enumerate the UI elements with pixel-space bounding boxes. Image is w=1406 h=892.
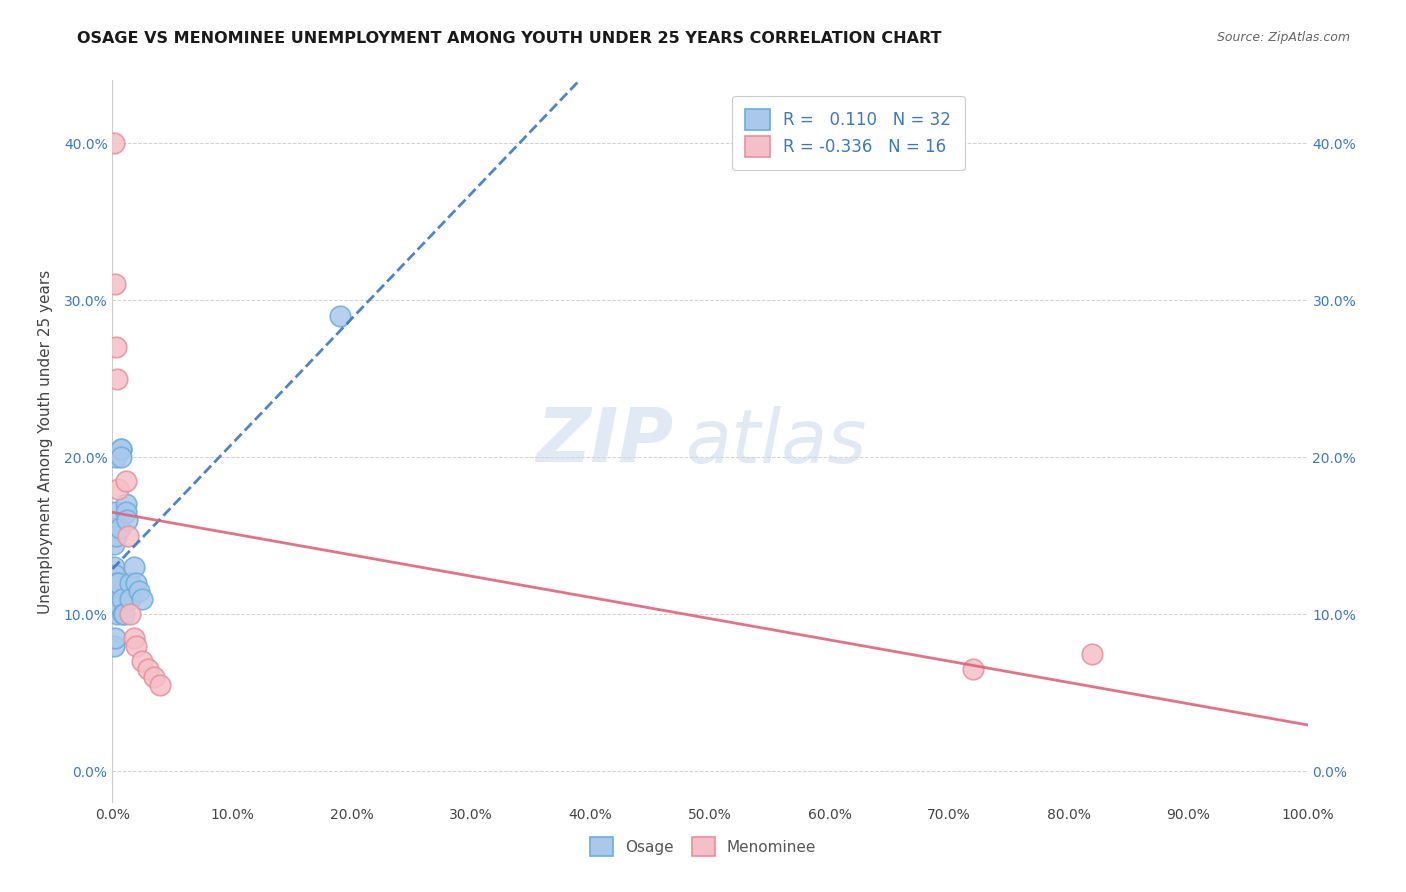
Point [117,529,139,543]
Point [107,575,129,590]
Point [111,591,134,606]
Point [131,655,153,669]
Point [138,662,160,676]
Point [120,591,142,606]
Point [105,529,128,543]
Point [122,631,145,645]
Point [114,505,136,519]
Point [105,591,128,606]
Point [104,583,127,598]
Point [104,568,127,582]
Legend: Osage, Menominee: Osage, Menominee [583,831,823,862]
Text: OSAGE VS MENOMINEE UNEMPLOYMENT AMONG YOUTH UNDER 25 YEARS CORRELATION CHART: OSAGE VS MENOMINEE UNEMPLOYMENT AMONG YO… [77,31,942,46]
Point [329,309,352,323]
Point [103,521,125,535]
Point [112,607,135,622]
Point [103,639,125,653]
Point [122,560,145,574]
Point [108,521,131,535]
Point [104,631,127,645]
Point [108,599,131,614]
Point [114,497,136,511]
Point [110,442,132,457]
Point [120,575,142,590]
Point [128,583,150,598]
Point [114,607,135,622]
Text: atlas: atlas [686,406,868,477]
Point [1081,647,1104,661]
Point [104,505,127,519]
Point [131,591,153,606]
Point [107,482,129,496]
Point [125,639,148,653]
Point [103,560,125,574]
Point [110,450,132,465]
Point [105,372,128,386]
Point [105,575,128,590]
Point [103,536,125,550]
Point [962,662,984,676]
Point [149,678,172,692]
Point [125,575,148,590]
Point [105,607,128,622]
Point [104,277,127,292]
Point [105,340,128,354]
Point [110,442,132,457]
Point [115,513,138,527]
Y-axis label: Unemployment Among Youth under 25 years: Unemployment Among Youth under 25 years [38,269,52,614]
Point [114,474,136,488]
Point [103,136,125,150]
Point [105,450,128,465]
Text: ZIP: ZIP [537,405,675,478]
Point [120,607,142,622]
Legend: R =   0.110   N = 32, R = -0.336   N = 16: R = 0.110 N = 32, R = -0.336 N = 16 [731,95,965,169]
Text: Source: ZipAtlas.com: Source: ZipAtlas.com [1216,31,1350,45]
Point [143,670,166,684]
